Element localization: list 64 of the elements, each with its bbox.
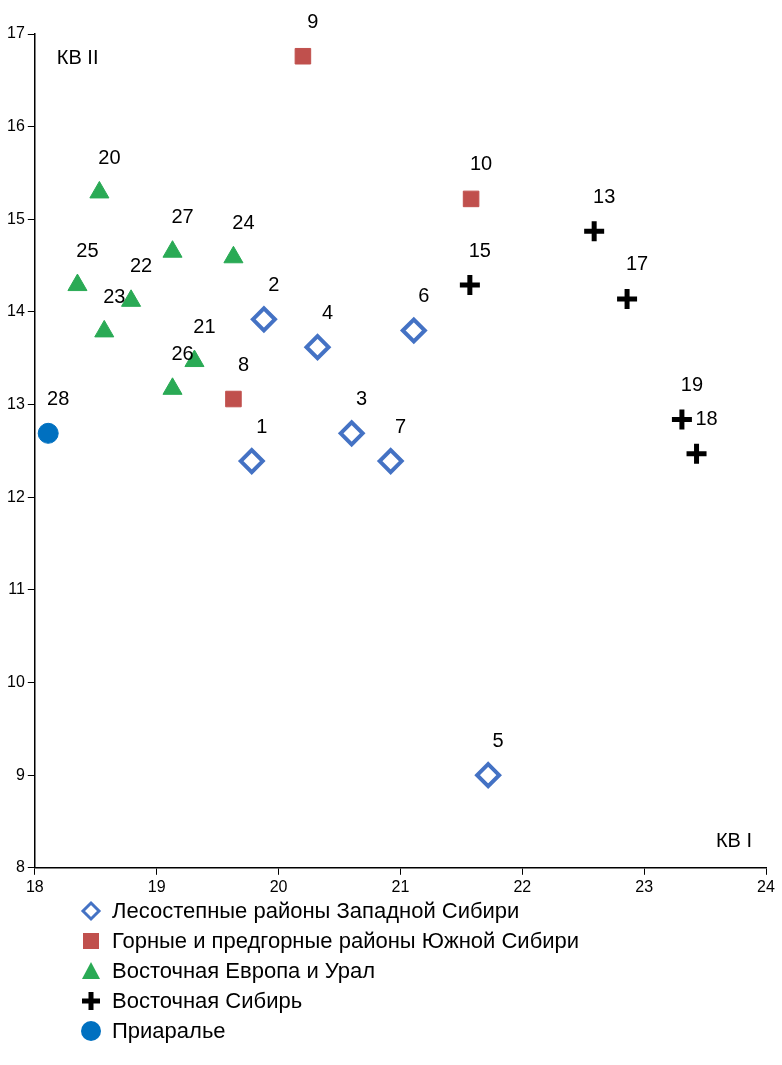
point: [250, 306, 277, 333]
y-tick-label: 14: [7, 302, 25, 320]
annotation: 24: [232, 210, 255, 233]
annotation: 13: [593, 184, 616, 207]
annotation: 1: [256, 414, 268, 437]
y-tick-label: 9: [15, 765, 25, 783]
annotation: 10: [469, 152, 493, 175]
point: [377, 448, 404, 475]
y-tick-label: 13: [7, 394, 25, 412]
point: [475, 762, 502, 789]
point: [338, 420, 365, 447]
annotation: 2: [268, 272, 280, 295]
annotation: 21: [193, 314, 216, 337]
point: [684, 441, 710, 467]
point: [294, 47, 312, 65]
point: [400, 317, 427, 344]
annotation: 17: [625, 252, 649, 275]
annotation: 7: [395, 414, 407, 437]
annotation: 6: [418, 283, 430, 306]
point: [581, 218, 607, 244]
y-axis-title: КВ II: [56, 45, 99, 68]
point: [225, 390, 242, 408]
y-tick-label: 11: [8, 580, 25, 598]
annotation: 26: [171, 342, 194, 365]
annotation: 5: [492, 728, 504, 751]
annotation: 3: [356, 386, 368, 409]
y-tick-label: 10: [7, 672, 25, 690]
y-tick-label: 8: [15, 858, 25, 876]
x-axis-title: КВ I: [715, 829, 752, 852]
annotation: 15: [468, 238, 491, 261]
annotation: 28: [47, 386, 70, 409]
y-tick-label: 17: [7, 24, 25, 42]
x-tick-label: 23: [635, 877, 654, 895]
x-tick-label: 22: [513, 877, 532, 895]
annotation: 25: [76, 238, 99, 261]
point: [238, 448, 265, 475]
y-tick-label: 16: [7, 117, 25, 135]
annotation: 8: [237, 352, 249, 375]
x-tick-label: 21: [391, 877, 410, 895]
point: [669, 406, 695, 432]
annotation: 19: [680, 372, 704, 395]
annotation: 18: [695, 407, 718, 430]
y-tick-label: 15: [7, 209, 25, 227]
annotation: 22: [129, 254, 153, 277]
annotation: 20: [98, 145, 121, 168]
legend-label: Горные и предгорные районы Южной Сибири: [112, 927, 580, 955]
x-tick-label: 20: [269, 877, 288, 895]
legend-label: Лесостепные районы Западной Сибири: [112, 897, 520, 925]
x-tick-label: 19: [147, 877, 166, 895]
annotation: 9: [307, 9, 319, 32]
point: [304, 334, 331, 361]
annotation: 27: [171, 205, 194, 228]
x-tick-label: 24: [757, 877, 775, 895]
annotation: 4: [321, 300, 334, 323]
x-tick-label: 18: [25, 877, 44, 895]
annotation: 23: [103, 284, 126, 307]
point: [37, 422, 59, 444]
point: [462, 190, 480, 208]
point: [457, 272, 483, 298]
y-tick-label: 12: [7, 487, 25, 505]
legend-label: Восточная Европа и Урал: [112, 957, 376, 985]
point: [614, 286, 640, 312]
legend-label: Приаралье: [112, 1017, 226, 1045]
legend-label: Восточная Сибирь: [112, 987, 303, 1015]
